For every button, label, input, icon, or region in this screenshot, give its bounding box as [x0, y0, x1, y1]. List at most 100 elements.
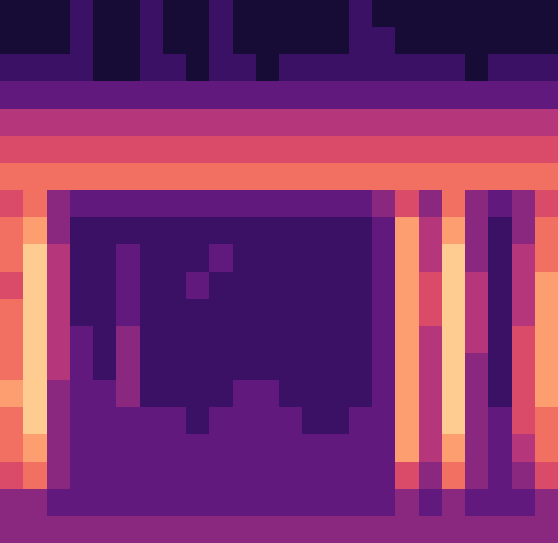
cell — [163, 380, 187, 408]
cell — [70, 434, 94, 462]
cell — [47, 81, 71, 109]
cell — [419, 516, 443, 543]
cell — [488, 299, 512, 327]
cell — [372, 163, 396, 191]
cell — [349, 136, 373, 164]
cell — [256, 0, 280, 28]
cell — [186, 434, 210, 462]
cell — [465, 0, 489, 28]
cell — [302, 516, 326, 543]
cell — [535, 462, 558, 490]
cell — [209, 163, 233, 191]
cell — [233, 136, 257, 164]
cell — [0, 407, 24, 435]
cell — [163, 462, 187, 490]
cell — [372, 434, 396, 462]
cell — [302, 434, 326, 462]
cell — [512, 407, 536, 435]
cell — [209, 272, 233, 300]
cell — [442, 299, 466, 327]
cell — [47, 27, 71, 55]
cell — [256, 81, 280, 109]
cell — [0, 434, 24, 462]
cell — [116, 489, 140, 517]
cell — [535, 299, 558, 327]
cell — [326, 27, 350, 55]
cell — [47, 489, 71, 517]
cell — [372, 190, 396, 218]
cell — [209, 434, 233, 462]
cell — [326, 380, 350, 408]
cell — [419, 217, 443, 245]
cell — [116, 272, 140, 300]
cell — [116, 109, 140, 137]
cell — [209, 217, 233, 245]
cell — [47, 0, 71, 28]
cell — [186, 272, 210, 300]
cell — [488, 244, 512, 272]
cell — [140, 0, 164, 28]
cell — [349, 407, 373, 435]
cell — [47, 163, 71, 191]
cell — [279, 136, 303, 164]
cell — [186, 163, 210, 191]
cell — [512, 81, 536, 109]
cell — [70, 462, 94, 490]
cell — [465, 380, 489, 408]
cell — [70, 217, 94, 245]
cell — [372, 109, 396, 137]
cell — [442, 272, 466, 300]
cell — [419, 489, 443, 517]
cell — [47, 462, 71, 490]
cell — [116, 434, 140, 462]
cell — [186, 380, 210, 408]
cell — [116, 516, 140, 543]
cell — [395, 434, 419, 462]
cell — [465, 217, 489, 245]
cell — [23, 299, 47, 327]
cell — [47, 54, 71, 82]
cell — [209, 516, 233, 543]
cell — [349, 272, 373, 300]
cell — [372, 353, 396, 381]
cell — [93, 516, 117, 543]
cell — [488, 516, 512, 543]
cell — [465, 81, 489, 109]
cell — [233, 81, 257, 109]
cell — [512, 190, 536, 218]
cell — [395, 136, 419, 164]
cell — [93, 27, 117, 55]
cell — [488, 163, 512, 191]
cell — [488, 272, 512, 300]
cell — [326, 109, 350, 137]
cell — [186, 299, 210, 327]
cell — [0, 81, 24, 109]
cell — [279, 326, 303, 354]
cell — [512, 54, 536, 82]
cell — [256, 136, 280, 164]
cell — [163, 326, 187, 354]
cell — [70, 163, 94, 191]
cell — [23, 380, 47, 408]
cell — [93, 163, 117, 191]
cell — [233, 516, 257, 543]
cell — [23, 489, 47, 517]
cell — [233, 109, 257, 137]
cell — [47, 407, 71, 435]
cell — [70, 353, 94, 381]
cell — [395, 489, 419, 517]
cell — [233, 407, 257, 435]
cell — [0, 27, 24, 55]
cell — [70, 272, 94, 300]
cell — [47, 272, 71, 300]
cell — [488, 434, 512, 462]
cell — [372, 407, 396, 435]
cell — [209, 190, 233, 218]
cell — [140, 190, 164, 218]
cell — [116, 54, 140, 82]
cell — [465, 434, 489, 462]
cell — [535, 272, 558, 300]
cell — [465, 489, 489, 517]
cell — [47, 380, 71, 408]
cell — [372, 244, 396, 272]
